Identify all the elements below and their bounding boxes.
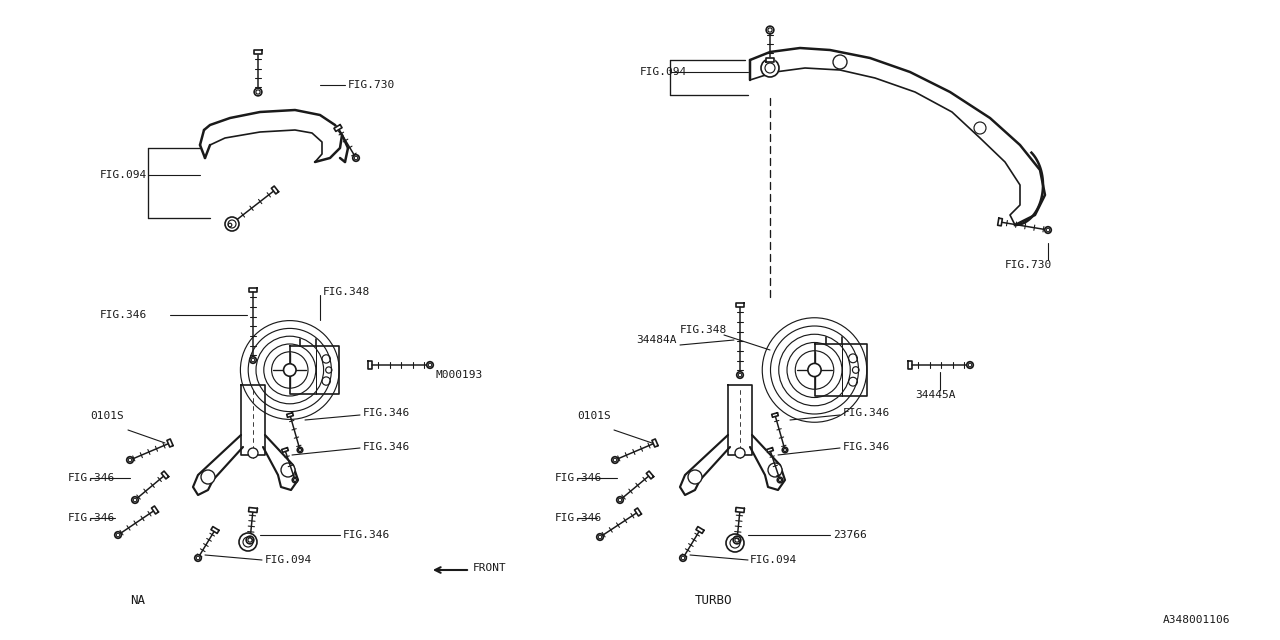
Polygon shape <box>241 385 265 455</box>
Circle shape <box>612 457 618 463</box>
Polygon shape <box>696 527 704 533</box>
Polygon shape <box>772 413 778 417</box>
Text: TURBO: TURBO <box>695 593 732 607</box>
Circle shape <box>426 362 434 368</box>
Text: FIG.348: FIG.348 <box>323 287 370 297</box>
Circle shape <box>768 463 782 477</box>
Circle shape <box>195 555 201 561</box>
Circle shape <box>250 356 256 364</box>
Text: 34445A: 34445A <box>915 390 955 400</box>
Polygon shape <box>151 506 159 514</box>
Polygon shape <box>248 508 257 513</box>
Circle shape <box>292 477 298 483</box>
Text: FIG.094: FIG.094 <box>100 170 147 180</box>
Polygon shape <box>253 50 262 54</box>
Circle shape <box>833 55 847 69</box>
Text: FIG.094: FIG.094 <box>265 555 312 565</box>
Text: FIG.346: FIG.346 <box>844 442 891 452</box>
Text: FIG.346: FIG.346 <box>100 310 147 320</box>
Circle shape <box>617 497 623 503</box>
Circle shape <box>132 497 138 503</box>
Polygon shape <box>271 186 279 194</box>
Circle shape <box>225 217 239 231</box>
Circle shape <box>246 536 253 544</box>
Circle shape <box>767 26 774 34</box>
Text: FIG.346: FIG.346 <box>556 513 603 523</box>
Polygon shape <box>767 447 773 452</box>
Text: FIG.730: FIG.730 <box>348 80 396 90</box>
Polygon shape <box>193 435 243 495</box>
Polygon shape <box>282 447 288 452</box>
Circle shape <box>284 364 296 376</box>
Circle shape <box>227 221 233 228</box>
Circle shape <box>353 155 360 161</box>
Polygon shape <box>680 435 730 495</box>
Text: FIG.094: FIG.094 <box>640 67 687 77</box>
Polygon shape <box>750 435 785 490</box>
Text: 0101S: 0101S <box>90 411 124 421</box>
Circle shape <box>680 555 686 561</box>
Text: 23766: 23766 <box>833 530 867 540</box>
Polygon shape <box>635 508 641 516</box>
Text: FRONT: FRONT <box>474 563 507 573</box>
Polygon shape <box>646 471 654 479</box>
Text: FIG.348: FIG.348 <box>680 325 727 335</box>
Circle shape <box>1044 227 1051 234</box>
Polygon shape <box>909 362 911 369</box>
Polygon shape <box>289 346 339 394</box>
Circle shape <box>737 372 744 378</box>
Circle shape <box>201 470 215 484</box>
Polygon shape <box>211 527 219 533</box>
Circle shape <box>596 534 603 540</box>
Text: NA: NA <box>131 593 145 607</box>
Text: FIG.346: FIG.346 <box>364 408 411 418</box>
Polygon shape <box>166 439 173 447</box>
Polygon shape <box>736 303 744 307</box>
Text: FIG.346: FIG.346 <box>68 513 115 523</box>
Circle shape <box>762 59 780 77</box>
Circle shape <box>735 448 745 458</box>
Circle shape <box>689 470 701 484</box>
Polygon shape <box>736 508 745 513</box>
Polygon shape <box>250 288 256 292</box>
Polygon shape <box>652 439 658 447</box>
Text: M000193: M000193 <box>435 370 483 380</box>
Circle shape <box>808 364 820 376</box>
Text: FIG.346: FIG.346 <box>844 408 891 418</box>
Polygon shape <box>765 58 774 62</box>
Circle shape <box>115 532 122 538</box>
Circle shape <box>733 536 741 544</box>
Text: FIG.346: FIG.346 <box>556 473 603 483</box>
Text: FIG.094: FIG.094 <box>750 555 797 565</box>
Text: 34484A: 34484A <box>636 335 677 345</box>
Text: FIG.730: FIG.730 <box>1005 260 1052 270</box>
Polygon shape <box>161 471 169 479</box>
Circle shape <box>282 463 294 477</box>
Text: A348001106: A348001106 <box>1162 615 1230 625</box>
Circle shape <box>255 88 262 96</box>
Circle shape <box>239 533 257 551</box>
Polygon shape <box>814 344 867 396</box>
Circle shape <box>782 447 787 452</box>
Text: FIG.346: FIG.346 <box>68 473 115 483</box>
Circle shape <box>127 457 133 463</box>
Polygon shape <box>287 413 293 417</box>
Text: 0101S: 0101S <box>577 411 611 421</box>
Polygon shape <box>997 218 1002 226</box>
Circle shape <box>777 477 783 483</box>
Circle shape <box>966 362 973 368</box>
Polygon shape <box>728 385 753 455</box>
Polygon shape <box>369 362 371 369</box>
Text: FIG.346: FIG.346 <box>364 442 411 452</box>
Text: FIG.346: FIG.346 <box>343 530 390 540</box>
Circle shape <box>248 448 259 458</box>
Polygon shape <box>262 435 298 490</box>
Polygon shape <box>334 125 342 131</box>
Circle shape <box>726 534 744 552</box>
Circle shape <box>297 447 303 452</box>
